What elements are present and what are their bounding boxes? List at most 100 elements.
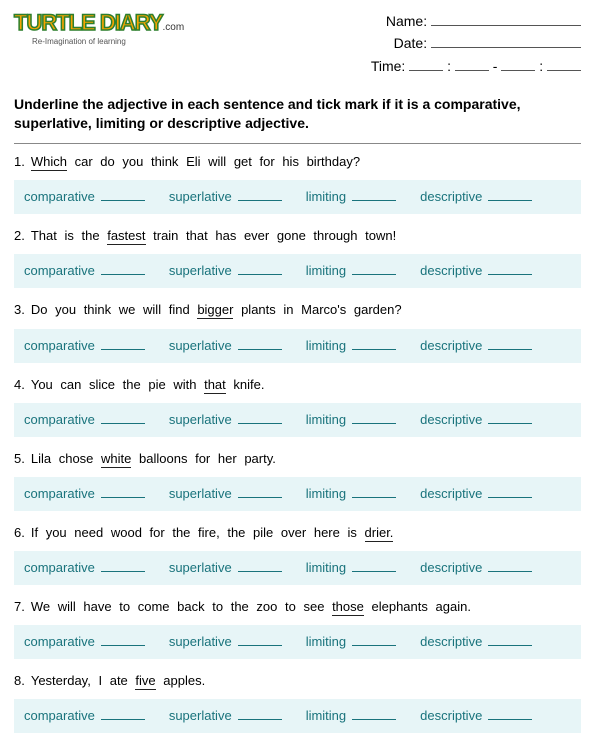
choice-blank[interactable]: [352, 190, 396, 201]
choice-blank[interactable]: [352, 635, 396, 646]
choice-blank[interactable]: [352, 709, 396, 720]
choice-blank[interactable]: [101, 190, 145, 201]
date-blank[interactable]: [431, 35, 581, 48]
choice-cell: descriptive: [420, 189, 532, 204]
choice-cell: superlative: [169, 189, 282, 204]
choice-blank[interactable]: [352, 487, 396, 498]
choice-blank[interactable]: [101, 487, 145, 498]
time-blank[interactable]: [547, 58, 581, 71]
date-label: Date:: [394, 35, 427, 51]
logo-main: TURTLE DIARY: [14, 10, 163, 35]
word: train: [153, 228, 178, 243]
word: wood: [111, 525, 142, 540]
choice-blank[interactable]: [488, 264, 532, 275]
word: find: [169, 302, 190, 317]
time-blank[interactable]: [455, 58, 489, 71]
instructions: Underline the adjective in each sentence…: [14, 95, 581, 144]
choice-cell: superlative: [169, 412, 282, 427]
choice-row: comparativesuperlativelimitingdescriptiv…: [14, 625, 581, 659]
date-line: Date:: [371, 32, 581, 54]
choice-cell: descriptive: [420, 412, 532, 427]
choice-cell: superlative: [169, 263, 282, 278]
choice-row: comparativesuperlativelimitingdescriptiv…: [14, 551, 581, 585]
choice-label: superlative: [169, 338, 232, 353]
time-dash: -: [493, 58, 498, 74]
choice-blank[interactable]: [488, 561, 532, 572]
word: through: [313, 228, 357, 243]
choice-cell: comparative: [24, 338, 145, 353]
choice-label: superlative: [169, 263, 232, 278]
question-number: 4.: [14, 377, 25, 392]
choice-blank[interactable]: [352, 264, 396, 275]
choice-blank[interactable]: [101, 709, 145, 720]
word: slice: [89, 377, 115, 392]
choice-label: descriptive: [420, 338, 482, 353]
word: again.: [436, 599, 471, 614]
choice-blank[interactable]: [488, 413, 532, 424]
word: fastest: [107, 228, 145, 245]
question-sentence: That is the fastest train that has ever …: [31, 228, 400, 243]
word: get: [234, 154, 252, 169]
choice-blank[interactable]: [101, 413, 145, 424]
time-blank[interactable]: [409, 58, 443, 71]
choice-blank[interactable]: [488, 709, 532, 720]
choice-label: descriptive: [420, 560, 482, 575]
choice-cell: comparative: [24, 486, 145, 501]
choice-blank[interactable]: [488, 635, 532, 646]
question-line: 2.That is the fastest train that has eve…: [14, 227, 581, 245]
choice-blank[interactable]: [101, 339, 145, 350]
word: that: [204, 377, 226, 394]
name-blank[interactable]: [431, 13, 581, 26]
choice-blank[interactable]: [488, 339, 532, 350]
meta-block: Name: Date: Time: : - :: [371, 10, 581, 77]
word: to: [285, 599, 296, 614]
choice-cell: descriptive: [420, 634, 532, 649]
name-line: Name:: [371, 10, 581, 32]
time-blank[interactable]: [501, 58, 535, 71]
choice-blank[interactable]: [238, 635, 282, 646]
choice-cell: limiting: [306, 560, 396, 575]
word: Eli: [186, 154, 200, 169]
choice-blank[interactable]: [352, 561, 396, 572]
word: you: [46, 525, 67, 540]
choice-label: superlative: [169, 412, 232, 427]
choice-row: comparative superlative limiting descriptiv…: [14, 403, 581, 437]
question-number: 7.: [14, 599, 25, 614]
choice-label: limiting: [306, 338, 346, 353]
choice-blank[interactable]: [238, 487, 282, 498]
choice-blank[interactable]: [238, 561, 282, 572]
choice-cell: descriptive: [420, 486, 532, 501]
word: over: [281, 525, 306, 540]
choice-blank[interactable]: [238, 190, 282, 201]
choice-cell: descriptive: [420, 560, 532, 575]
choice-label: comparative: [24, 560, 95, 575]
choice-blank[interactable]: [488, 487, 532, 498]
choice-label: comparative: [24, 486, 95, 501]
choice-label: limiting: [306, 708, 346, 723]
choice-blank[interactable]: [101, 561, 145, 572]
header-row: TURTLE DIARY.com Re-Imagination of learn…: [14, 10, 581, 77]
choice-blank[interactable]: [238, 264, 282, 275]
choice-blank[interactable]: [101, 264, 145, 275]
choice-blank[interactable]: [238, 413, 282, 424]
choice-cell: comparative: [24, 412, 145, 427]
choice-label: limiting: [306, 412, 346, 427]
choice-cell: superlative: [169, 634, 282, 649]
choice-cell: limiting: [306, 263, 396, 278]
word: I: [98, 673, 102, 688]
choice-blank[interactable]: [488, 190, 532, 201]
choice-cell: limiting: [306, 412, 396, 427]
word: the: [231, 599, 249, 614]
choice-blank[interactable]: [238, 339, 282, 350]
choice-blank[interactable]: [238, 709, 282, 720]
word: ever: [244, 228, 269, 243]
word: fire,: [198, 525, 220, 540]
word: You: [31, 377, 53, 392]
choice-blank[interactable]: [352, 413, 396, 424]
choice-cell: descriptive: [420, 263, 532, 278]
choice-blank[interactable]: [352, 339, 396, 350]
word: has: [215, 228, 236, 243]
choice-blank[interactable]: [101, 635, 145, 646]
word: bigger: [197, 302, 233, 319]
word: white: [101, 451, 131, 468]
